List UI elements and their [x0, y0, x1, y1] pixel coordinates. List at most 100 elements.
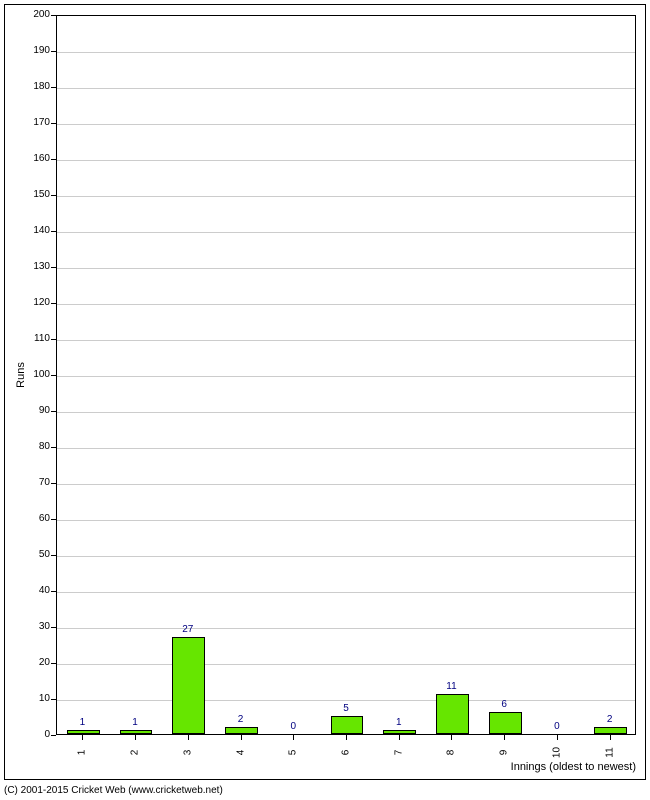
bar-value-label: 1	[379, 717, 419, 728]
gridline	[57, 592, 635, 593]
x-tick-label: 7	[393, 743, 404, 763]
y-tick-mark	[51, 627, 56, 628]
bar	[594, 727, 627, 734]
y-tick-label: 50	[22, 549, 50, 560]
y-tick-label: 80	[22, 441, 50, 452]
gridline	[57, 124, 635, 125]
x-tick-mark	[504, 735, 505, 740]
y-tick-label: 70	[22, 477, 50, 488]
y-tick-label: 140	[22, 225, 50, 236]
y-tick-mark	[51, 87, 56, 88]
x-tick-label: 5	[288, 743, 299, 763]
y-tick-label: 180	[22, 81, 50, 92]
plot-area	[56, 15, 636, 735]
y-tick-mark	[51, 375, 56, 376]
gridline	[57, 412, 635, 413]
chart-container: Runs Innings (oldest to newest) (C) 2001…	[0, 0, 650, 800]
y-tick-mark	[51, 303, 56, 304]
y-tick-label: 0	[22, 729, 50, 740]
bar-value-label: 2	[221, 714, 261, 725]
y-tick-label: 190	[22, 45, 50, 56]
x-tick-label: 9	[499, 743, 510, 763]
y-tick-label: 200	[22, 9, 50, 20]
gridline	[57, 268, 635, 269]
y-tick-mark	[51, 519, 56, 520]
bar-value-label: 2	[590, 714, 630, 725]
y-tick-mark	[51, 267, 56, 268]
x-tick-label: 1	[77, 743, 88, 763]
bar-value-label: 1	[62, 717, 102, 728]
y-tick-label: 120	[22, 297, 50, 308]
bar-value-label: 0	[537, 721, 577, 732]
y-tick-label: 110	[22, 333, 50, 344]
x-tick-label: 3	[182, 743, 193, 763]
y-tick-label: 160	[22, 153, 50, 164]
bar-value-label: 1	[115, 717, 155, 728]
bar-value-label: 11	[431, 681, 471, 692]
y-tick-mark	[51, 195, 56, 196]
bar-value-label: 5	[326, 703, 366, 714]
x-tick-label: 6	[341, 743, 352, 763]
gridline	[57, 700, 635, 701]
x-tick-label: 8	[446, 743, 457, 763]
gridline	[57, 232, 635, 233]
y-tick-label: 100	[22, 369, 50, 380]
gridline	[57, 376, 635, 377]
y-tick-label: 130	[22, 261, 50, 272]
x-tick-label: 4	[235, 743, 246, 763]
y-tick-label: 90	[22, 405, 50, 416]
bar	[331, 716, 364, 734]
y-tick-mark	[51, 51, 56, 52]
x-tick-mark	[293, 735, 294, 740]
gridline	[57, 628, 635, 629]
gridline	[57, 556, 635, 557]
y-tick-label: 40	[22, 585, 50, 596]
x-tick-mark	[557, 735, 558, 740]
y-tick-mark	[51, 339, 56, 340]
gridline	[57, 340, 635, 341]
bar	[120, 730, 153, 734]
bar-value-label: 6	[484, 699, 524, 710]
x-tick-label: 10	[551, 743, 562, 763]
gridline	[57, 196, 635, 197]
x-tick-mark	[241, 735, 242, 740]
y-tick-mark	[51, 447, 56, 448]
y-tick-mark	[51, 15, 56, 16]
bar	[67, 730, 100, 734]
gridline	[57, 520, 635, 521]
y-tick-mark	[51, 483, 56, 484]
y-tick-label: 150	[22, 189, 50, 200]
bar	[436, 694, 469, 734]
y-tick-mark	[51, 663, 56, 664]
x-tick-mark	[610, 735, 611, 740]
y-tick-label: 10	[22, 693, 50, 704]
bar	[225, 727, 258, 734]
gridline	[57, 484, 635, 485]
gridline	[57, 160, 635, 161]
bar	[383, 730, 416, 734]
gridline	[57, 88, 635, 89]
x-axis-label: Innings (oldest to newest)	[511, 761, 636, 773]
y-tick-mark	[51, 735, 56, 736]
y-tick-mark	[51, 555, 56, 556]
x-tick-mark	[82, 735, 83, 740]
x-tick-mark	[451, 735, 452, 740]
y-tick-label: 60	[22, 513, 50, 524]
y-tick-mark	[51, 123, 56, 124]
y-tick-mark	[51, 699, 56, 700]
gridline	[57, 664, 635, 665]
bar	[172, 637, 205, 734]
bar	[489, 712, 522, 734]
y-tick-mark	[51, 231, 56, 232]
x-tick-mark	[399, 735, 400, 740]
gridline	[57, 52, 635, 53]
bar-value-label: 27	[168, 624, 208, 635]
x-tick-mark	[188, 735, 189, 740]
y-tick-mark	[51, 411, 56, 412]
y-tick-label: 170	[22, 117, 50, 128]
y-tick-mark	[51, 591, 56, 592]
x-tick-label: 2	[130, 743, 141, 763]
copyright-text: (C) 2001-2015 Cricket Web (www.cricketwe…	[4, 785, 223, 796]
gridline	[57, 304, 635, 305]
x-tick-label: 11	[604, 743, 615, 763]
